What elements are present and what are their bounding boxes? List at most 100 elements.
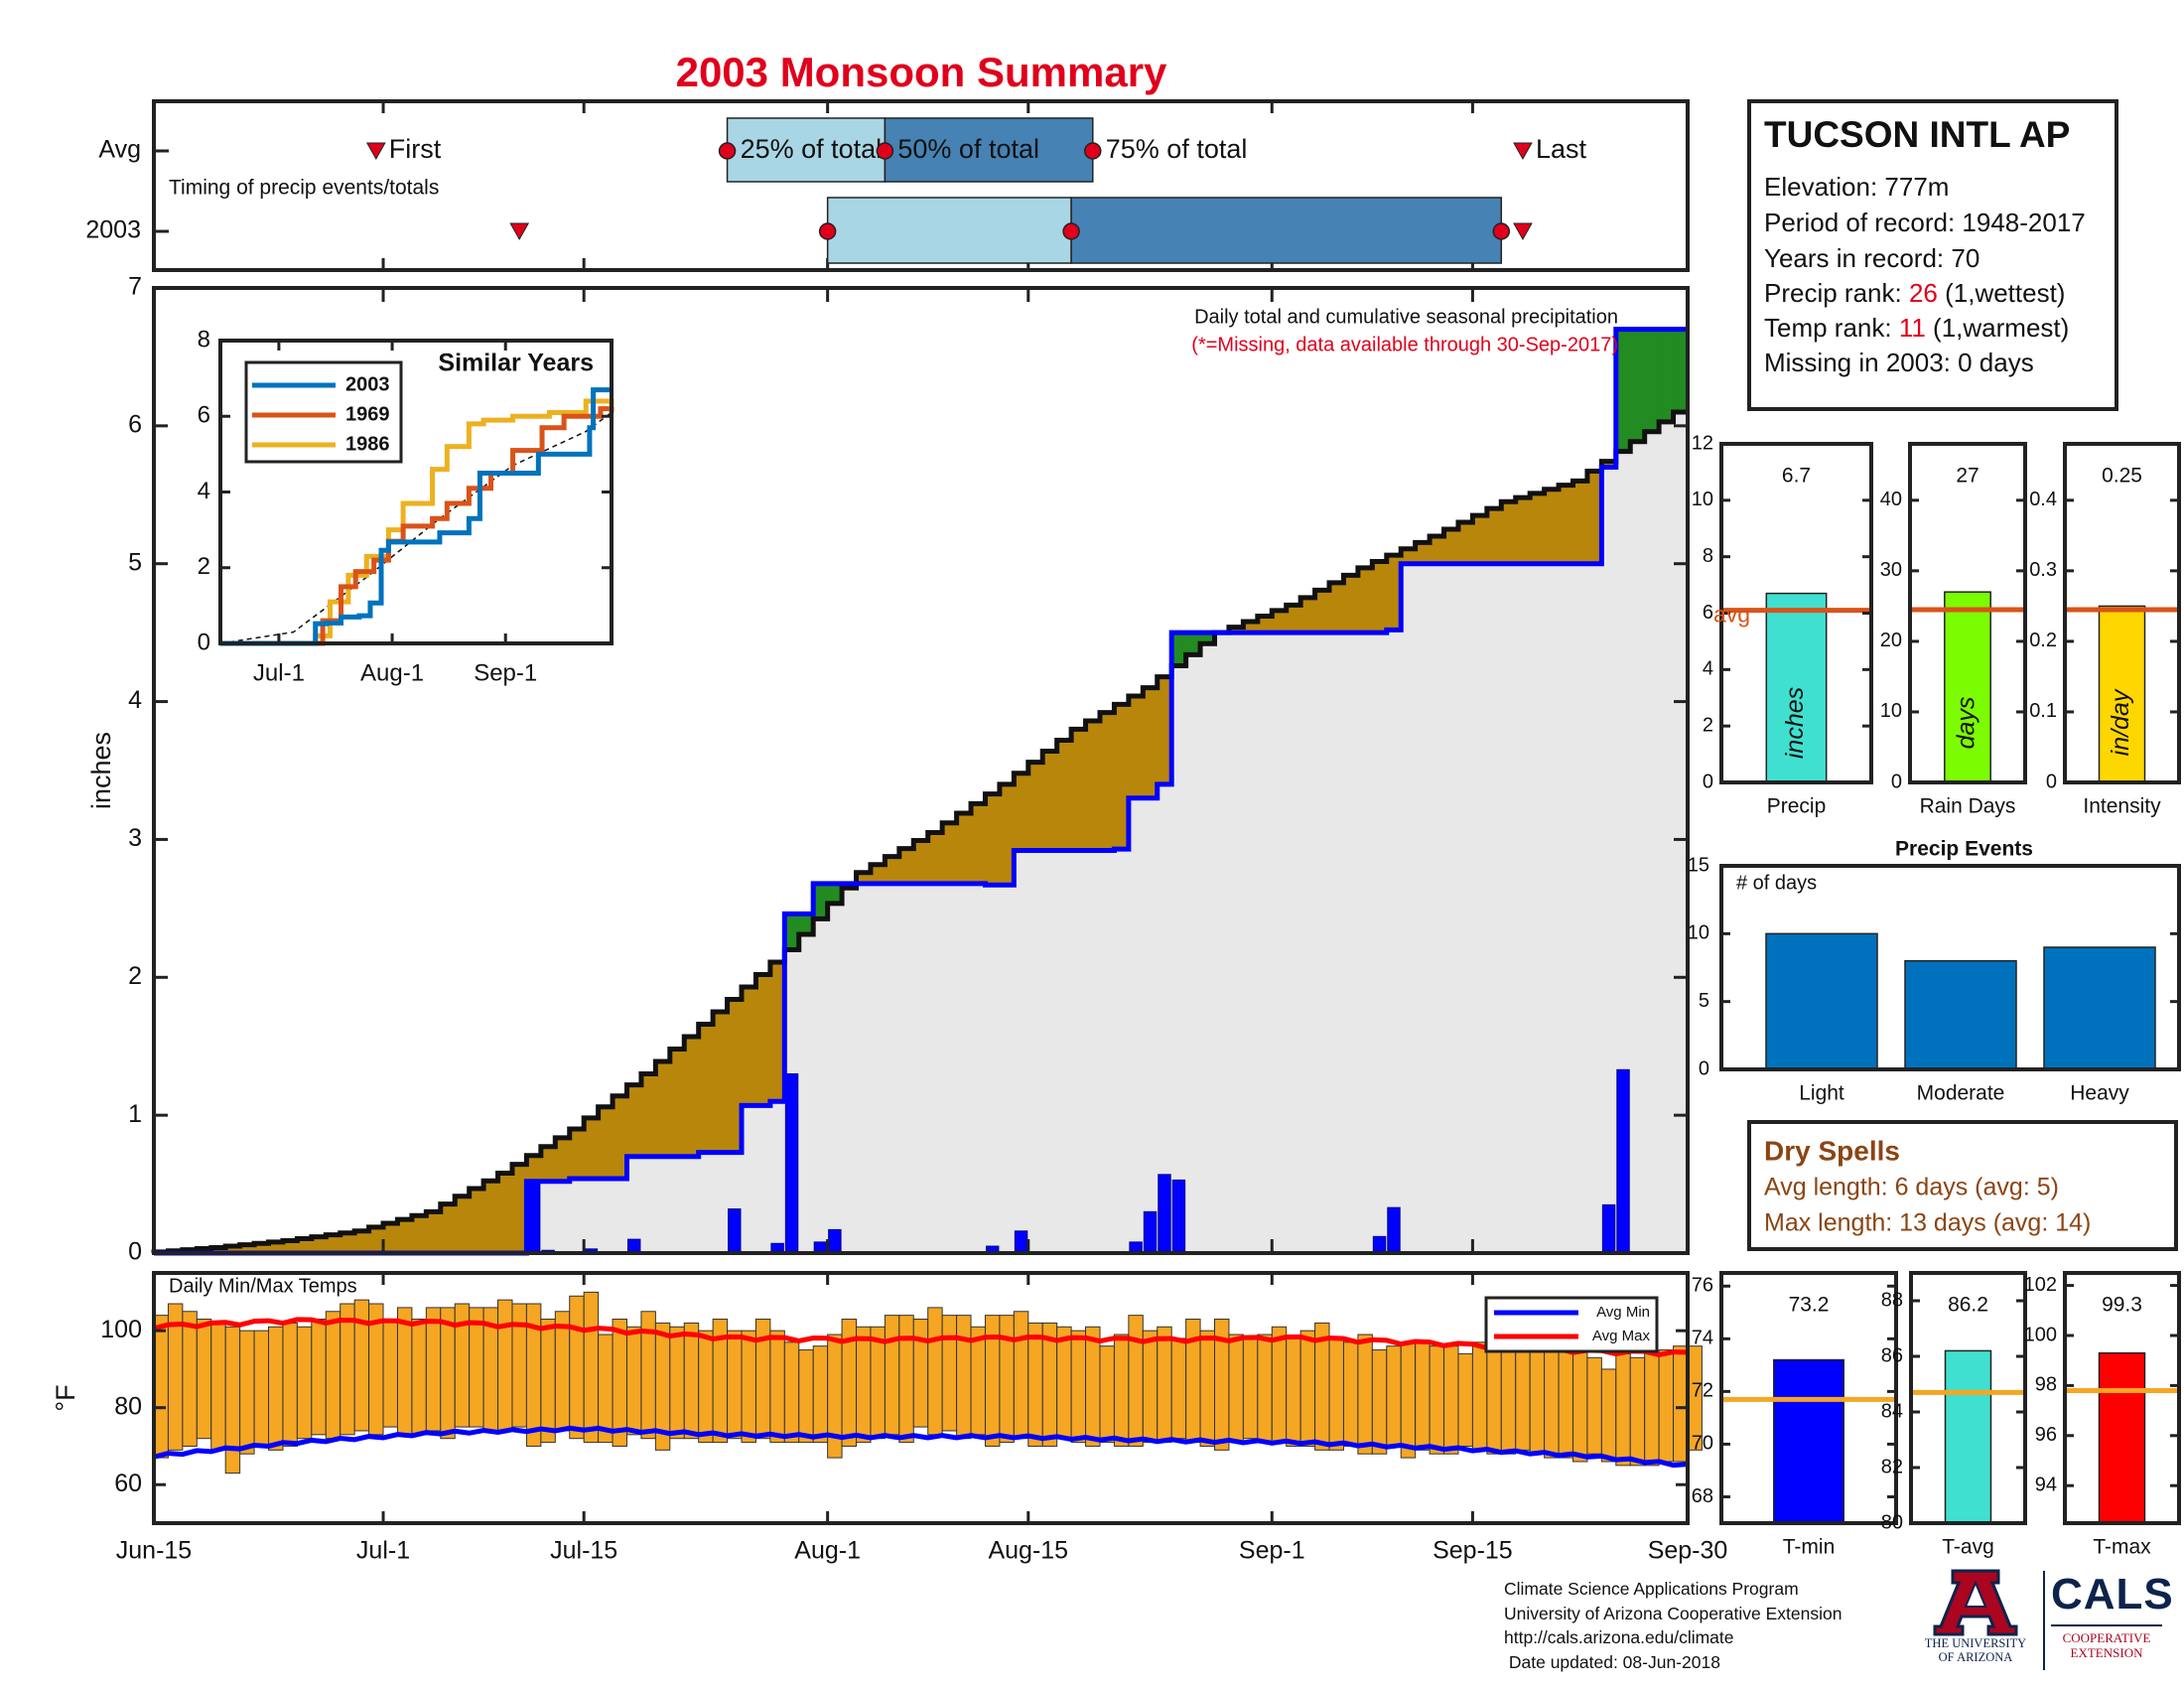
rain-days-unit: days [1953,697,1980,750]
daily-temp-range-bar [941,1315,958,1432]
chart-annotation: Daily total and cumulative seasonal prec… [1194,306,1618,328]
deficit-fill-segment [898,848,914,884]
daily-temp-range-bar [340,1303,355,1436]
gray-fill-segment [1314,633,1330,1253]
deficit-fill-segment [225,1246,241,1253]
gray-fill-segment [1615,451,1631,1253]
footer-date: Date updated: 08-Jun-2018 [1504,1651,1720,1672]
daily-temp-range-bar [440,1307,456,1440]
rain-days-tick-label: 0 [1891,771,1902,792]
deficit-fill-segment [1372,561,1388,633]
daily-temp-range-bar [1113,1334,1130,1447]
daily-temp-range-bar [1500,1349,1517,1455]
t-avg-tick-label: 88 [1881,1289,1903,1311]
avg-50-label: 50% of total [897,134,1039,164]
deficit-fill-segment [1014,773,1029,851]
inset-y-tick-label: 2 [198,553,210,580]
avg-last-marker [1513,142,1533,161]
deficit-fill-segment [1042,751,1058,851]
gray-fill-segment [1071,850,1087,1253]
intensity-tick-label: 0.2 [2029,630,2057,651]
y-tick-label: 0 [128,1238,142,1266]
gray-fill-segment [1128,797,1144,1253]
inset-x-tick-label: Aug-1 [360,659,424,686]
gray-fill-segment [613,1179,628,1253]
precip-total-tick-label: 4 [1703,658,1713,680]
gray-fill-segment [942,883,958,1253]
inset-y-tick-label: 4 [198,478,210,504]
deficit-fill-segment [511,1164,528,1253]
daily-temp-range-bar [798,1349,814,1444]
temps-frame [152,1271,1690,1525]
deficit-fill-segment [1099,712,1116,851]
gray-fill-segment [1272,633,1288,1253]
t-avg-tick-label: 86 [1881,1344,1903,1366]
deficit-fill-segment [340,1232,355,1253]
gray-fill-segment [913,883,929,1253]
surplus-fill-segment [1644,329,1660,432]
y-tick-label: 7 [128,273,142,301]
gray-fill-segment [540,1181,556,1253]
footer-link[interactable]: http://cals.arizona.edu/climate [1504,1627,1734,1647]
deficit-fill-segment [755,974,771,1106]
daily-temp-range-bar [1128,1315,1144,1447]
deficit-fill-segment [1586,471,1602,564]
deficit-fill-segment [1114,704,1130,850]
station-period: Period of record: 1948-2017 [1764,208,2086,237]
gray-fill-segment [999,885,1015,1253]
dry-spells-avg: Avg length: 6 days (avg: 5) [1764,1174,2059,1201]
inset-x-tick-label: Jul-1 [253,659,305,686]
daily-temp-range-bar [153,1315,169,1459]
gray-fill-segment [885,883,900,1253]
deficit-fill-segment [684,1036,700,1157]
deficit-fill-segment [1601,461,1617,468]
avg-50-marker [876,142,894,160]
2003-25-50-box [826,197,1072,264]
daily-precip-bar [784,1072,799,1254]
cals-subtitle-2: EXTENSION [2070,1645,2143,1660]
page-title: 2003 Monsoon Summary [676,49,1167,95]
intensity-tick-label: 0.3 [2029,559,2057,581]
deficit-fill-segment [1314,590,1330,633]
gray-fill-segment [813,918,829,1253]
daily-temp-range-bar [1257,1334,1273,1444]
t-min-tick-label: 76 [1692,1275,1713,1297]
t-avg-bar [1944,1349,1992,1524]
daily-temp-range-bar [683,1322,700,1440]
daily-temp-range-bar [1228,1334,1244,1444]
daily-temp-range-bar [1615,1352,1631,1467]
gray-fill-segment [1056,850,1072,1253]
t-max-label: T-max [2093,1536,2151,1559]
deficit-fill-segment [640,1073,656,1157]
rain-days-tick-label: 40 [1880,489,1902,510]
y-tick-label: 5 [128,548,142,576]
daily-temp-range-bar [1342,1341,1359,1447]
deficit-fill-segment [1457,522,1474,564]
daily-precip-bar [1372,1235,1387,1254]
intensity-tick-label: 0 [2046,771,2057,792]
inset-legend-label: 1969 [345,403,390,425]
deficit-fill-segment [540,1146,556,1182]
daily-precip-bar [526,1181,541,1254]
deficit-fill-segment [885,856,900,884]
2003-cumulative-line [154,327,1688,1256]
avg-last-label: Last [1536,134,1587,164]
daily-temp-range-bar [569,1295,585,1440]
rain-days-tick-label: 30 [1880,559,1902,581]
daily-temp-range-bar [741,1330,756,1444]
gray-fill-segment [555,1181,571,1253]
deficit-fill-segment [1501,501,1517,564]
deficit-fill-segment [769,962,785,1102]
precip-total-tick-label: 12 [1692,432,1713,454]
cals-rule [2051,1624,2162,1626]
station-name: TUCSON INTL AP [1764,114,2070,155]
deficit-fill-segment [1300,597,1316,633]
deficit-fill-segment [354,1230,370,1253]
daily-temp-range-bar [1027,1322,1043,1447]
gray-fill-segment [798,933,814,1253]
daily-temp-range-bar [970,1326,986,1436]
temps-caption: Daily Min/Max Temps [169,1275,357,1297]
gray-fill-segment [971,883,987,1253]
inset-legend-label: 1986 [345,433,390,455]
